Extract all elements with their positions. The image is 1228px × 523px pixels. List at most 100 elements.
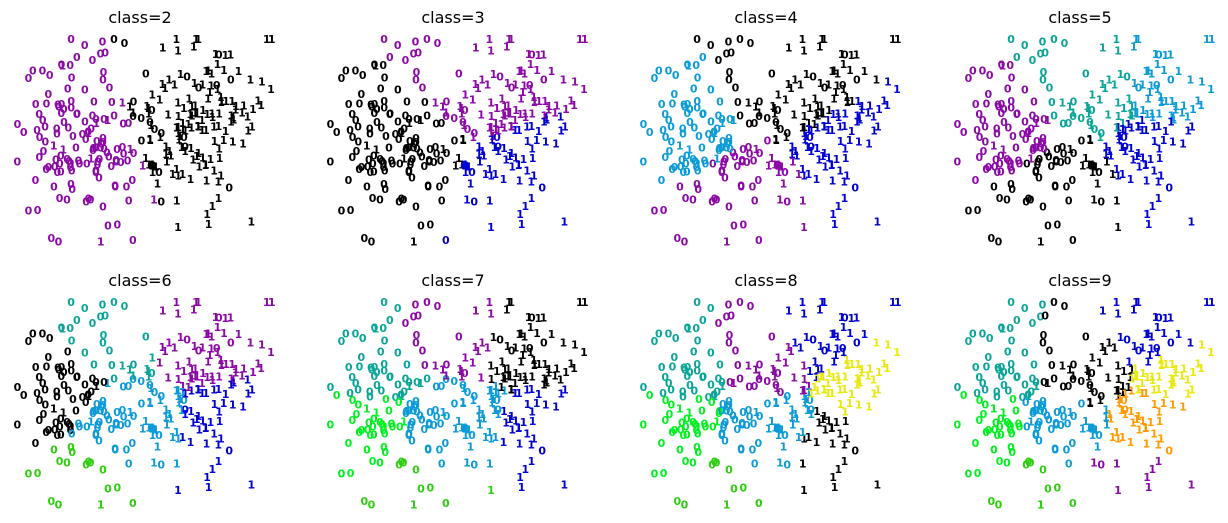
point-digit: 1	[1129, 154, 1137, 167]
point-digit: 0	[1052, 155, 1060, 168]
point-digit: 1	[212, 48, 220, 61]
point-digit: 0	[112, 417, 120, 430]
point-digit: 0	[99, 298, 107, 311]
point-digit: 1	[1186, 74, 1194, 87]
point-digit: 0	[736, 296, 744, 309]
point-digit: 1	[1088, 89, 1096, 102]
point-digit: 1	[459, 397, 467, 410]
point-digit: 0	[661, 151, 669, 164]
point-digit: 0	[76, 158, 84, 171]
point-digit: 0	[707, 379, 715, 392]
point-digit: 0	[44, 88, 52, 101]
point-digit: 0	[64, 82, 72, 95]
point-digit: 1	[258, 76, 266, 89]
point-digit: 1	[165, 74, 173, 87]
point-digit: 1	[1169, 398, 1177, 411]
point-digit: 0	[377, 82, 385, 95]
point-digit: 1	[553, 100, 561, 113]
point-digit: 1	[861, 65, 869, 78]
point-digit: 1	[798, 33, 806, 46]
point-digit: 0	[659, 387, 667, 400]
point-digit: 1	[469, 131, 477, 144]
point-digit: 0	[130, 147, 138, 160]
point-digit: 0	[746, 411, 754, 424]
point-digit: 0	[1065, 380, 1073, 393]
point-digit: 1	[807, 387, 815, 400]
point-digit: 1	[1194, 357, 1202, 370]
point-digit: 0	[1064, 154, 1072, 167]
point-digit: 1	[562, 366, 570, 379]
point-digit: 1	[528, 383, 536, 396]
point-digit: 0	[991, 161, 999, 174]
point-digit: 1	[1157, 169, 1165, 182]
point-digit: 0	[92, 166, 100, 179]
point-digit: 1	[512, 79, 520, 92]
point-digit: 1	[167, 150, 175, 163]
point-digit: 1	[1114, 308, 1122, 321]
point-digit: 1	[774, 89, 782, 102]
point-digit: 1	[149, 429, 157, 442]
point-digit: 1	[872, 74, 880, 87]
point-digit: 1	[1087, 382, 1095, 395]
point-digit: 0	[683, 149, 691, 162]
point-digit: 0	[667, 135, 675, 148]
point-digit: 0	[1021, 39, 1029, 52]
point-digit: 0	[195, 82, 203, 95]
point-digit: 0	[394, 116, 402, 129]
point-digit: 1	[780, 441, 788, 454]
point-digit: 1	[187, 173, 195, 186]
panel-4: class=5 110 00011011110001100101111001001…	[953, 8, 1215, 249]
point-digit: 0	[1043, 147, 1051, 160]
point-digit: 1	[477, 109, 485, 122]
point-digit: 0	[724, 137, 732, 150]
point-digit: 1	[771, 422, 779, 435]
point-digit: 0	[92, 405, 100, 418]
point-digit: 1	[146, 396, 154, 409]
point-digit: 1	[856, 114, 864, 127]
point-digit: 1	[1098, 78, 1106, 91]
point-digit: 0	[119, 141, 127, 154]
point-digit: 0	[395, 196, 403, 209]
point-digit: 0	[673, 232, 681, 245]
point-digit: 0	[53, 166, 61, 179]
point-digit: 0	[982, 163, 990, 176]
point-digit: 1	[490, 331, 498, 344]
point-digit: 0	[677, 161, 685, 174]
point-digit: 0	[348, 108, 356, 121]
point-digit: 0	[408, 416, 416, 429]
point-digit: 0	[63, 416, 71, 429]
point-digit: 0	[1032, 427, 1040, 440]
panel-title: class=3	[421, 8, 484, 27]
point-digit: 0	[436, 443, 444, 456]
point-digit: 1	[1158, 95, 1166, 108]
point-digit: 1	[837, 398, 845, 411]
point-digit: 1	[1160, 64, 1168, 77]
point-digit: 1	[830, 327, 838, 340]
point-digit: 1	[825, 79, 833, 92]
point-digit: 0	[965, 335, 973, 348]
point-digit: 0	[992, 417, 1000, 430]
point-digit: 0	[407, 155, 415, 168]
point-digit: 1	[811, 356, 819, 369]
point-digit: 1	[517, 327, 525, 340]
point-digit: 0	[67, 424, 75, 437]
point-digit: 1	[147, 119, 155, 132]
point-digit: 0	[1021, 346, 1029, 359]
point-digit: 0	[402, 372, 410, 385]
point-digit: 1	[542, 374, 550, 387]
point-digit: 0	[1000, 103, 1008, 116]
point-digit: 0	[1097, 458, 1105, 471]
point-digit: 0	[92, 376, 100, 389]
point-digit: 0	[94, 418, 102, 431]
point-digit: 0	[754, 174, 762, 187]
point-digit: 1	[500, 405, 508, 418]
point-digit: 1	[1107, 150, 1115, 163]
point-digit: 1	[1154, 321, 1162, 334]
point-digit: 1	[814, 110, 822, 123]
point-digit: 0	[1000, 116, 1008, 129]
point-digit: 0	[107, 423, 115, 436]
point-digit: 0	[63, 153, 71, 166]
point-digit: 0	[60, 379, 68, 392]
point-digit: 0	[392, 391, 400, 404]
point-digit: 0	[73, 108, 81, 121]
